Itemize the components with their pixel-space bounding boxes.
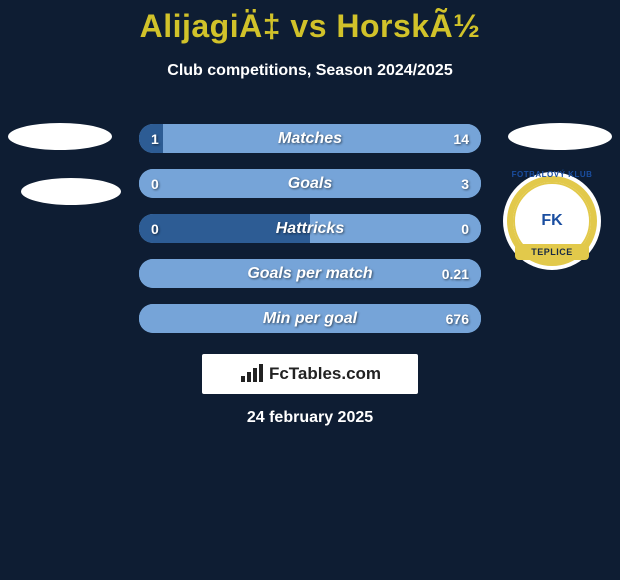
player-left-shape-2	[21, 178, 121, 205]
stat-bar: Goals per match0.21	[139, 259, 481, 288]
stat-bar-label: Min per goal	[139, 304, 481, 333]
stat-bar-value-left: 1	[151, 124, 159, 153]
player-left-shape-1	[8, 123, 112, 150]
stat-bar-value-right: 0.21	[442, 259, 469, 288]
stat-bar-value-right: 676	[446, 304, 469, 333]
stat-bar-value-right: 14	[453, 124, 469, 153]
club-badge-initials: FK	[527, 196, 577, 246]
stat-bar-value-left: 0	[151, 214, 159, 243]
brand-box: FcTables.com	[202, 354, 418, 394]
footer-date: 24 february 2025	[0, 409, 620, 427]
stat-bar: Goals0 3	[139, 169, 481, 198]
stat-bar-value-right: 0	[461, 214, 469, 243]
stat-bar-label: Matches	[139, 124, 481, 153]
stats-card: AlijagiÄ‡ vs HorskÃ½ Club competitions, …	[0, 0, 620, 580]
stat-bar-value-right: 3	[461, 169, 469, 198]
club-badge-arc-text: FOTBALOVÝ KLUB	[503, 170, 601, 179]
player-right-shape	[508, 123, 612, 150]
stat-bar: Hattricks0 0	[139, 214, 481, 243]
stat-bars: Matches114Goals03Hattricks00Goals per ma…	[139, 124, 481, 349]
stat-bar: Min per goal676	[139, 304, 481, 333]
brand-text: FcTables.com	[269, 364, 381, 384]
stat-bar-label: Goals	[139, 169, 481, 198]
club-badge: FOTBALOVÝ KLUB FK TEPLICE	[503, 172, 601, 270]
stat-bar: Matches1 14	[139, 124, 481, 153]
subtitle: Club competitions, Season 2024/2025	[0, 62, 620, 80]
page-title: AlijagiÄ‡ vs HorskÃ½	[0, 8, 620, 45]
stat-bar-value-left: 0	[151, 169, 159, 198]
stat-bar-label: Goals per match	[139, 259, 481, 288]
bar-chart-icon	[239, 364, 265, 384]
club-badge-ribbon: TEPLICE	[515, 244, 589, 260]
stat-bar-label: Hattricks	[139, 214, 481, 243]
